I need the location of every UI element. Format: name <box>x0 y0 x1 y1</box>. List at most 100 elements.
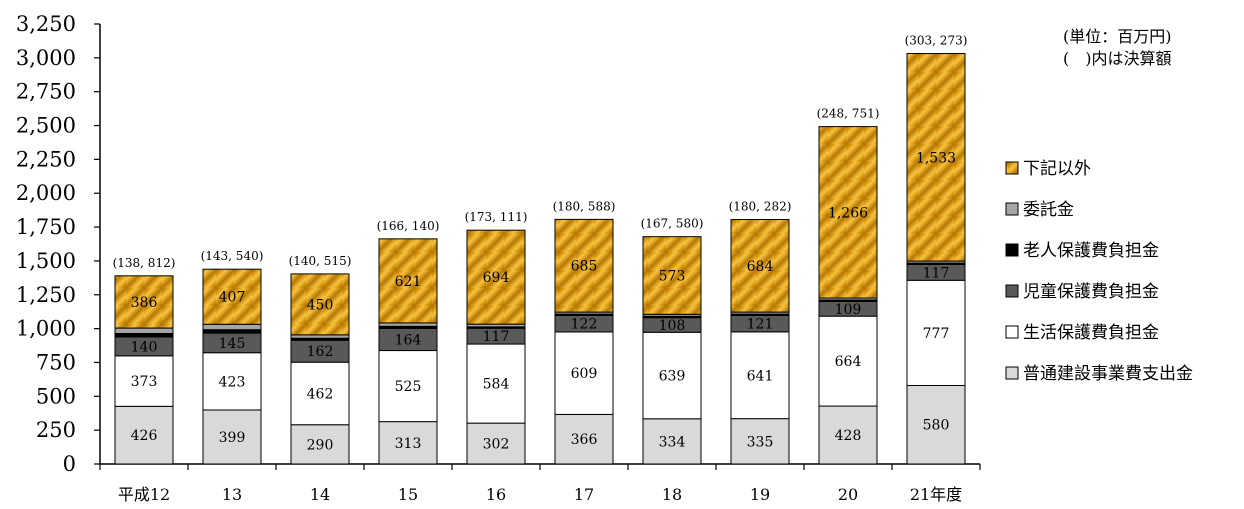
bar-segment <box>114 332 174 338</box>
bar-segment <box>642 236 702 315</box>
legend-item: 生活保護費負担金 <box>1023 323 1159 343</box>
x-tick-label: 14 <box>310 485 330 504</box>
bar-labels: 426 373 140 386 (138, 812) 399 423 145 407 (143, … <box>113 34 968 454</box>
total-label: (143, 540) <box>201 249 264 263</box>
y-tick-label: 1,500 <box>16 249 76 273</box>
legend-item: 老人保護費負担金 <box>1023 241 1159 261</box>
y-tick-label: 0 <box>63 452 76 476</box>
bar-segment <box>818 315 878 407</box>
data-label: 399 <box>219 430 246 446</box>
data-label: 694 <box>483 270 510 286</box>
y-tick-label: 500 <box>36 384 76 408</box>
total-label: (180, 588) <box>553 199 616 213</box>
data-label: 335 <box>747 434 774 450</box>
bar-segment <box>202 352 262 411</box>
data-label: 428 <box>835 428 862 444</box>
data-label: 609 <box>571 366 598 382</box>
data-label: 366 <box>571 432 598 448</box>
legend-item: 普通建設事業費支出金 <box>1023 364 1193 384</box>
total-label: (166, 140) <box>377 219 440 233</box>
legend-item: 下記以外 <box>1023 159 1091 179</box>
bar-segment <box>642 331 702 420</box>
bar-segment <box>378 322 438 327</box>
x-tick-label: 19 <box>750 485 770 504</box>
bar-segment <box>906 384 966 465</box>
bar-segment <box>730 218 790 313</box>
bar-segment <box>114 275 174 329</box>
data-label: 450 <box>307 297 334 313</box>
data-label: 145 <box>219 336 246 352</box>
bar-segment <box>730 331 790 420</box>
y-tick-label: 750 <box>36 350 76 374</box>
total-label: (248, 751) <box>817 107 880 121</box>
x-tick-label: 平成12 <box>118 485 170 504</box>
data-label: 641 <box>747 368 774 384</box>
bar-segment <box>378 350 438 423</box>
legend-swatch <box>1005 284 1019 298</box>
x-tick-label: 18 <box>662 485 682 504</box>
y-tick-label: 250 <box>36 418 76 442</box>
total-label: (138, 812) <box>113 256 176 270</box>
data-label: 639 <box>659 369 686 385</box>
bar-segment <box>466 343 526 424</box>
data-label: 525 <box>395 379 422 395</box>
data-label: 580 <box>923 418 950 434</box>
x-tick-label: 21年度 <box>910 485 962 504</box>
bar-segment <box>114 405 174 465</box>
x-tick-label: 20 <box>838 485 858 504</box>
data-label: 584 <box>483 377 510 393</box>
data-label: 108 <box>659 318 686 334</box>
data-label: 302 <box>483 437 510 453</box>
unit-note: (単位：百万円) ( )内は決算額 <box>1063 26 1172 70</box>
data-label: 462 <box>307 386 334 402</box>
data-label: 313 <box>395 436 422 452</box>
data-label: 162 <box>307 344 334 360</box>
data-label: 621 <box>395 274 422 290</box>
x-tick-label: 15 <box>398 485 418 504</box>
bar-segment <box>554 218 614 313</box>
data-label: 109 <box>835 302 862 318</box>
bar-segment <box>378 238 438 324</box>
legend-item: 児童保護費負担金 <box>1023 282 1159 302</box>
unit-note-line2: ( )内は決算額 <box>1063 49 1172 68</box>
bar-segment <box>642 418 702 465</box>
data-label: 685 <box>571 259 598 275</box>
data-label: 426 <box>131 428 158 444</box>
y-tick-label: 1,000 <box>16 317 76 341</box>
bar-segment <box>290 273 350 336</box>
data-label: 290 <box>307 437 334 453</box>
bar-segment <box>466 422 526 465</box>
legend-swatch <box>1005 243 1019 257</box>
bar-segment <box>202 268 262 325</box>
x-tick-label: 13 <box>222 485 242 504</box>
data-label: 117 <box>483 329 510 345</box>
y-tick-label: 1,750 <box>16 215 76 239</box>
bar-segment <box>290 361 350 426</box>
bar-segment <box>730 418 790 465</box>
total-label: (167, 580) <box>641 217 704 231</box>
total-label: (173, 111) <box>465 210 528 224</box>
data-label: 573 <box>659 268 686 284</box>
total-label: (180, 282) <box>729 199 792 213</box>
bar-segment <box>114 355 174 407</box>
unit-note-line1: (単位：百万円) <box>1063 27 1172 46</box>
bar-segment <box>290 334 350 339</box>
data-label: 164 <box>395 332 422 348</box>
data-label: 423 <box>219 374 246 390</box>
y-tick-label: 3,250 <box>16 12 76 36</box>
data-label: 407 <box>219 290 246 306</box>
bar-segment <box>906 53 966 262</box>
legend-swatch <box>1005 161 1019 175</box>
data-label: 664 <box>835 354 862 370</box>
legend-swatch <box>1005 202 1019 216</box>
data-label: 121 <box>747 317 774 333</box>
y-tick-label: 2,750 <box>16 80 76 104</box>
x-tick-label: 17 <box>574 485 594 504</box>
data-label: 140 <box>131 339 158 355</box>
x-tick-label: 16 <box>486 485 506 504</box>
data-label: 1,266 <box>828 205 868 221</box>
bar-segment <box>202 323 262 331</box>
bar-segment <box>554 413 614 465</box>
data-label: 373 <box>131 374 158 390</box>
y-tick-label: 2,250 <box>16 147 76 171</box>
